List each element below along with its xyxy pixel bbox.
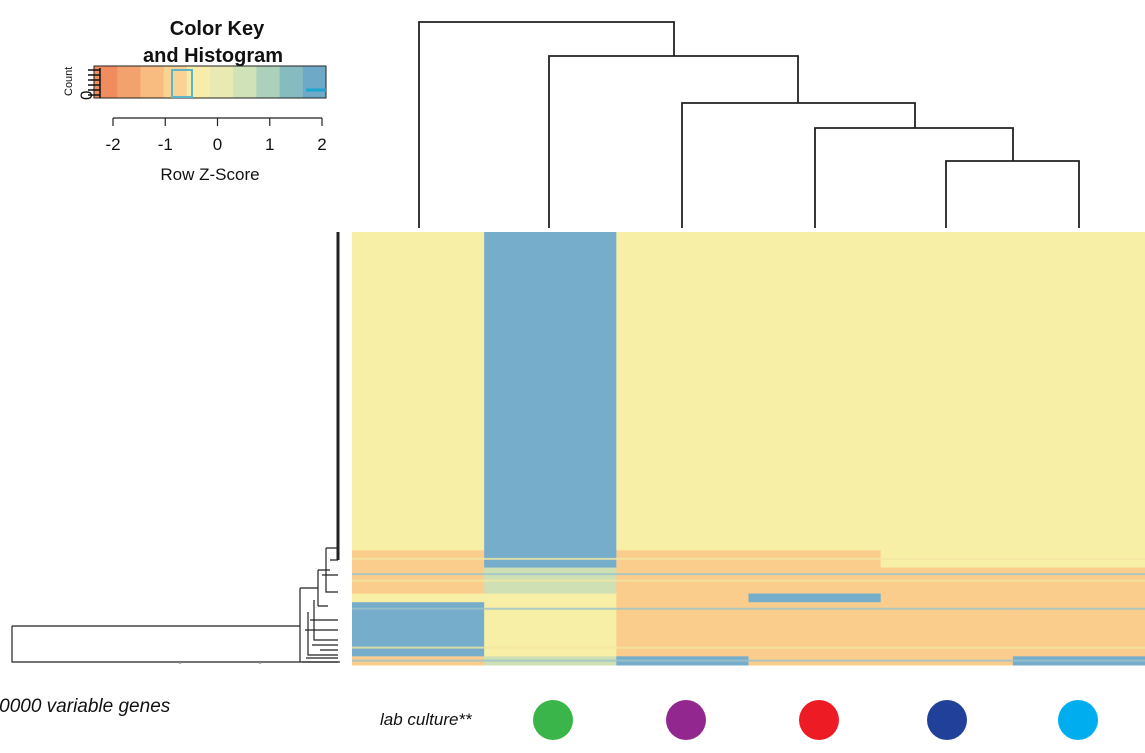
color-key-swatch [302,66,327,98]
heatmap-cell [616,593,749,603]
heatmap-cell [352,593,485,603]
left-caption: t 10000 variable genes [0,696,171,717]
heatmap-cell [616,232,749,551]
color-key-axis: -2 -1 0 1 2 [105,117,327,154]
color-key-swatch [140,66,165,98]
color-key-tick-label: 0 [213,135,222,154]
dendro-branch-2 [548,55,799,228]
heatmap-cell [352,232,485,551]
color-key-tick-label: -1 [158,135,173,154]
heatmap-cell [748,593,882,603]
color-key-count-zero: 0 [77,91,96,100]
heatmap-cell [1012,232,1145,551]
color-key-swatch [94,66,118,98]
color-key-title-line1: Color Key [170,18,265,40]
color-key-tick-label: -2 [105,135,120,154]
dendro-branch-3 [681,102,916,228]
heatmap-cell [880,593,1014,603]
heatmap-cell [1012,593,1145,603]
color-key-xlabel: Row Z-Score [160,165,259,184]
color-key-title-line2: and Histogram [143,45,283,67]
color-key: Color Key and Histogram Count 0 -2 -1 0 1 2 … [63,18,327,184]
sample-dot [927,700,967,740]
sample-dot [533,700,573,740]
sample-dot [799,700,839,740]
heatmap-cell [484,593,617,603]
color-key-histogram [88,68,326,98]
color-key-swatch [210,66,234,98]
dendro-branch-5 [945,160,1080,228]
annotation-label: lab culture** [380,710,473,729]
row-dendrogram [11,232,340,664]
color-key-bar [94,66,327,98]
sample-dot [666,700,706,740]
color-key-swatch [279,66,304,98]
dendro-branch-4 [814,127,1014,228]
heatmap-cell [748,232,882,551]
color-key-count-label: Count [63,67,75,96]
heatmap-cell [484,232,617,551]
color-key-swatch [163,66,188,98]
color-key-frame [93,65,327,99]
color-key-swatch [117,66,141,98]
dendro-branch-1 [418,21,675,228]
color-key-tick-label: 1 [265,135,274,154]
sample-annotation-dots [533,700,1098,740]
column-dendrogram [418,21,1080,228]
sample-dot [1058,700,1098,740]
color-key-swatch [256,66,281,98]
color-key-swatch [233,66,257,98]
heatmap-grid [352,232,1145,666]
heatmap-cell [880,232,1014,551]
color-key-tick-label: 2 [317,135,326,154]
